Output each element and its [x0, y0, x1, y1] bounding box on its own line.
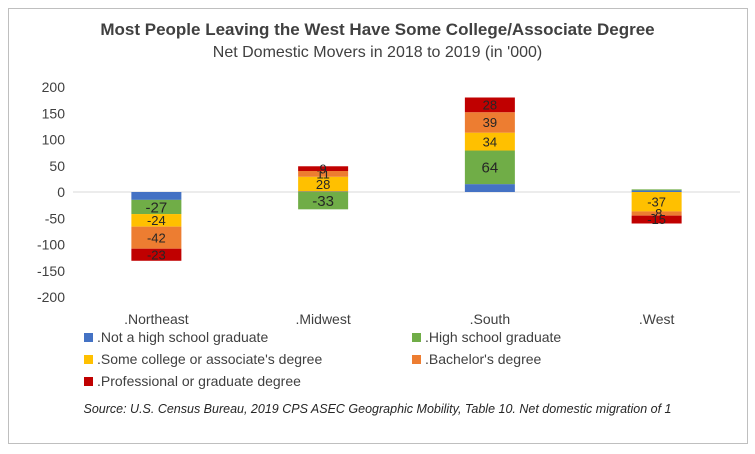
data-label: -8	[651, 206, 663, 221]
legend-label: .Some college or associate's degree	[97, 351, 323, 367]
legend-item: .High school graduate	[412, 329, 561, 345]
legend-label: .High school graduate	[425, 329, 562, 345]
data-label: 28	[483, 98, 497, 113]
bar-segment	[131, 199, 182, 215]
legend-swatch	[84, 376, 93, 386]
bar-segment	[631, 189, 682, 191]
bar-segment	[298, 176, 349, 192]
legend-item: .Not a high school graduate	[84, 329, 268, 345]
data-label: 28	[316, 177, 330, 192]
data-label: -42	[147, 230, 166, 245]
data-label: -23	[147, 247, 166, 262]
legend-swatch	[412, 354, 421, 364]
legend-label: .Professional or graduate degree	[97, 373, 301, 389]
legend-swatch	[84, 354, 93, 364]
legend-label: .Bachelor's degree	[425, 351, 542, 367]
y-tick-label: 100	[42, 132, 66, 148]
bar-segment	[631, 190, 682, 192]
bar-segment	[631, 192, 682, 212]
bar-segment	[131, 248, 182, 261]
y-tick-label: -100	[37, 237, 65, 253]
data-label: 9	[320, 161, 327, 176]
category-label: .South	[470, 311, 510, 327]
legend-swatch	[412, 332, 421, 342]
category-label: .West	[639, 311, 675, 327]
y-tick-label: 150	[42, 105, 66, 121]
legend-item: .Professional or graduate degree	[84, 373, 301, 389]
category-label: .Northeast	[124, 311, 189, 327]
bar-segment	[298, 171, 349, 177]
bar-segment	[464, 132, 515, 151]
legend-item: .Some college or associate's degree	[84, 351, 322, 367]
bar-segment	[631, 215, 682, 224]
data-label: -27	[146, 199, 168, 216]
legend-item: .Bachelor's degree	[412, 351, 541, 367]
data-label: -33	[312, 193, 334, 210]
legend-swatch	[84, 332, 93, 342]
bar-segment	[298, 191, 349, 192]
bar-segment	[298, 166, 349, 171]
bar-segment	[464, 184, 515, 192]
y-tick-label: 50	[49, 158, 65, 174]
y-tick-label: -150	[37, 263, 65, 279]
y-tick-label: 0	[57, 184, 65, 200]
chart-title: Most People Leaving the West Have Some C…	[100, 20, 655, 39]
y-tick-label: 200	[42, 79, 66, 95]
data-label: 34	[483, 134, 497, 149]
bar-segment	[131, 226, 182, 249]
data-label: -37	[647, 194, 666, 209]
chart-frame	[8, 8, 748, 444]
bar-segment	[131, 214, 182, 227]
data-label: 64	[482, 160, 499, 177]
data-label: 39	[483, 115, 497, 130]
source-note: Source: U.S. Census Bureau, 2019 CPS ASE…	[83, 402, 672, 416]
data-label: -15	[647, 212, 666, 227]
bar-segment	[464, 97, 515, 113]
bar-segment	[464, 112, 515, 133]
y-tick-label: -200	[37, 289, 65, 305]
category-label: .Midwest	[296, 311, 351, 327]
bar-segment	[464, 150, 515, 185]
bar-segment	[298, 192, 349, 210]
y-tick-label: -50	[45, 210, 65, 226]
bar-segment	[631, 211, 682, 216]
bar-segment	[131, 192, 182, 200]
data-label: -24	[147, 213, 166, 228]
legend-label: .Not a high school graduate	[97, 329, 269, 345]
chart-subtitle: Net Domestic Movers in 2018 to 2019 (in …	[212, 44, 543, 61]
